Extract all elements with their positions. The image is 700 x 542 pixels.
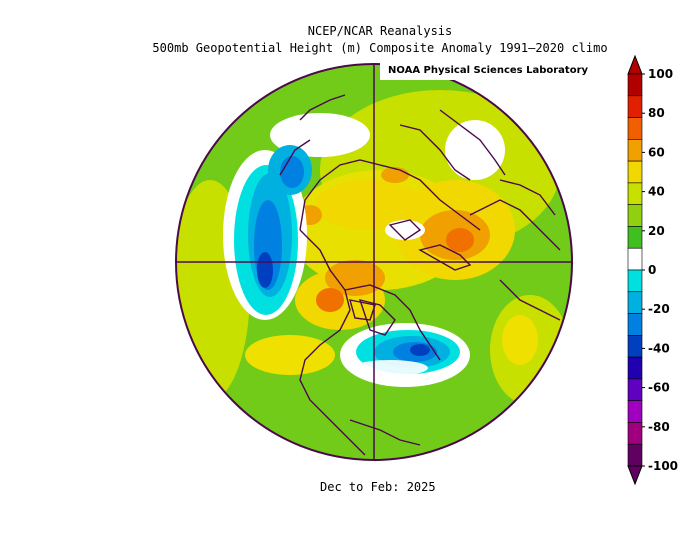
colorbar-segment bbox=[627, 400, 643, 423]
colorbar-segment bbox=[627, 226, 643, 249]
coastlines bbox=[279, 94, 561, 456]
colorbar-label: -20 bbox=[648, 302, 670, 316]
colorbar: 100 80 60 40 20 0 -20 -40 -60 -80 -100 bbox=[627, 54, 678, 486]
credit-label: NOAA Physical Sciences Laboratory bbox=[388, 65, 589, 76]
colorbar-label: 40 bbox=[648, 185, 665, 199]
credit-box bbox=[380, 60, 572, 80]
colorbar-segment bbox=[627, 291, 643, 314]
colorbar-label: 100 bbox=[648, 67, 673, 81]
colorbar-label: -100 bbox=[648, 459, 678, 473]
colorbar-segment bbox=[627, 443, 643, 467]
colorbar-segment bbox=[627, 378, 643, 401]
colorbar-segment bbox=[627, 117, 643, 140]
colorbar-segment bbox=[627, 422, 643, 445]
title-line-1: NCEP/NCAR Reanalysis bbox=[307, 24, 453, 38]
colorbar-segment bbox=[627, 139, 643, 162]
colorbar-label: -40 bbox=[648, 341, 670, 355]
colorbar-segment bbox=[627, 160, 643, 184]
colorbar-bottom-arrow bbox=[627, 465, 643, 486]
colorbar-label: -80 bbox=[648, 420, 670, 434]
title-line-2: 500mb Geopotential Height (m) Composite … bbox=[152, 41, 608, 55]
colorbar-segment bbox=[627, 335, 643, 358]
colorbar-segment bbox=[627, 269, 643, 293]
colorbar-segment bbox=[627, 204, 643, 227]
colorbar-label: 0 bbox=[648, 263, 656, 277]
colorbar-label: -60 bbox=[648, 381, 670, 395]
colorbar-segment bbox=[627, 95, 643, 118]
colorbar-label: 20 bbox=[648, 224, 665, 238]
footer-period: Dec to Feb: 2025 bbox=[320, 480, 436, 494]
colorbar-segment bbox=[627, 356, 643, 380]
map-boundary bbox=[175, 63, 573, 461]
colorbar-label: 80 bbox=[648, 106, 665, 120]
colorbar-segment bbox=[627, 247, 643, 271]
colorbar-segment bbox=[627, 73, 643, 97]
colorbar-segment bbox=[627, 313, 643, 336]
colorbar-top-arrow bbox=[627, 54, 643, 75]
colorbar-label: 60 bbox=[648, 145, 665, 159]
colorbar-segment bbox=[627, 182, 643, 205]
anomaly-field bbox=[176, 64, 572, 460]
